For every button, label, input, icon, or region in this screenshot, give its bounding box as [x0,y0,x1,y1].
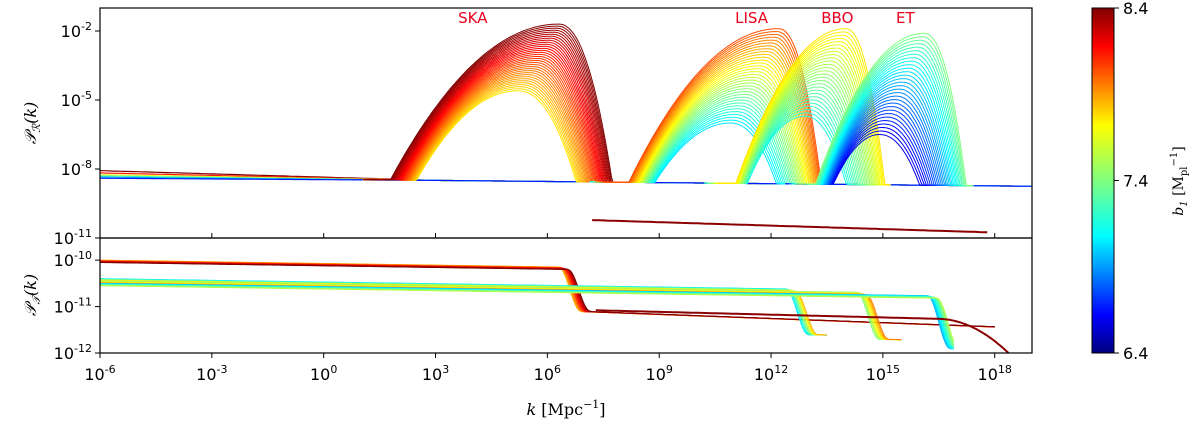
annotation-lisa: LISA [735,9,769,27]
peak-curve [363,25,619,183]
tick-label: 106 [534,363,561,384]
baseline-curve [100,177,1032,187]
colorbar-tick-label: 8.4 [1123,0,1148,18]
peak-curve [363,27,619,183]
peak-curve [363,23,619,183]
peak-curve [363,39,615,183]
peak-curve [718,28,892,186]
peak-curve [602,39,826,185]
peak-curve [795,43,972,187]
colorbar-tick-label: 6.4 [1123,344,1148,363]
peak-curve [795,36,974,187]
peak-curve [793,57,970,187]
annotation-ska: SKA [458,9,488,27]
tick-label: 10-8 [61,158,92,179]
tick-label: 10-11 [54,227,92,248]
scalar-y-axis-label: 𝒫ℛ(k) [21,102,43,145]
tick-label: 10-3 [196,363,227,384]
tick-label: 10-6 [84,363,115,384]
annotation-et: ET [896,9,915,27]
peak-curve [363,41,615,183]
peak-curve [363,47,613,183]
scalar-panel-frame [99,7,1033,239]
peak-curve [603,28,828,185]
tick-label: 10-2 [61,20,92,41]
tensor-tail [595,309,1010,353]
colorbar [1091,7,1115,354]
tick-label: 1018 [978,363,1012,384]
peak-curve [794,50,971,187]
svg-text:𝒫𝒯(k): 𝒫𝒯(k) [21,274,43,316]
svg-text:𝒫ℛ(k): 𝒫ℛ(k) [21,102,43,145]
peak-curve [601,42,826,185]
peak-curve [796,32,974,187]
tick-label: 10-5 [61,89,92,110]
colorbar-label: b1 [Mpl−1] [1169,146,1190,215]
peak-curve [363,35,616,183]
peak-curve [793,60,968,187]
peak-curve [717,34,890,186]
annotation-bbo: BBO [821,9,853,27]
x-axis-ticks: 10-6 10-3 100 103 106 109 1012 1015 1018 [84,233,1012,384]
peak-curve [603,31,828,185]
svg-text:b1 [Mpl−1]: b1 [Mpl−1] [1169,146,1190,215]
tick-label: 103 [422,363,449,384]
post-peak-tail [592,219,988,234]
tick-label: 10-11 [54,296,92,317]
tick-label: 109 [646,363,673,384]
experiment-annotations: SKA LISA BBO ET [458,9,915,27]
peak-curve [363,49,613,183]
scalar-y-axis-ticks: 10-2 10-5 10-8 10-11 [54,20,100,248]
peak-curve [603,33,827,185]
peak-curve [363,53,612,183]
scalar-power-spectrum-curves [100,23,1032,234]
tensor-curve [100,261,995,328]
peak-curve [363,33,616,183]
tensor-curve [100,285,955,342]
peak-curve [794,46,971,187]
tensor-y-axis-ticks: 10-10 10-11 10-12 [54,249,100,363]
peak-curve [363,51,612,183]
colorbar-tick-label: 7.4 [1123,172,1148,191]
peak-curve [717,31,891,186]
peak-curve [363,31,618,183]
tensor-panel-frame [99,237,1033,354]
tick-label: 100 [310,363,337,384]
x-axis-label: k [Mpc−1] [526,398,605,419]
peak-curve [795,39,972,187]
tick-label: 1012 [754,363,788,384]
tensor-y-axis-label: 𝒫𝒯(k) [21,274,43,316]
peak-curve [792,64,968,187]
peak-curve [363,55,610,183]
peak-curve [601,45,825,185]
peak-curve [363,43,615,183]
peak-curve [600,48,825,185]
peak-curve [363,45,613,183]
tensor-power-spectrum-curves [100,259,1010,353]
colorbar-ticks: 8.4 7.4 6.4 [1114,0,1148,363]
peak-curve [602,36,827,185]
peak-curve [363,37,616,183]
tick-label: 1015 [866,363,900,384]
peak-curve [794,53,971,187]
tick-label: 10-12 [54,342,92,363]
peak-curve [363,29,618,183]
tick-label: 10-10 [54,249,92,270]
